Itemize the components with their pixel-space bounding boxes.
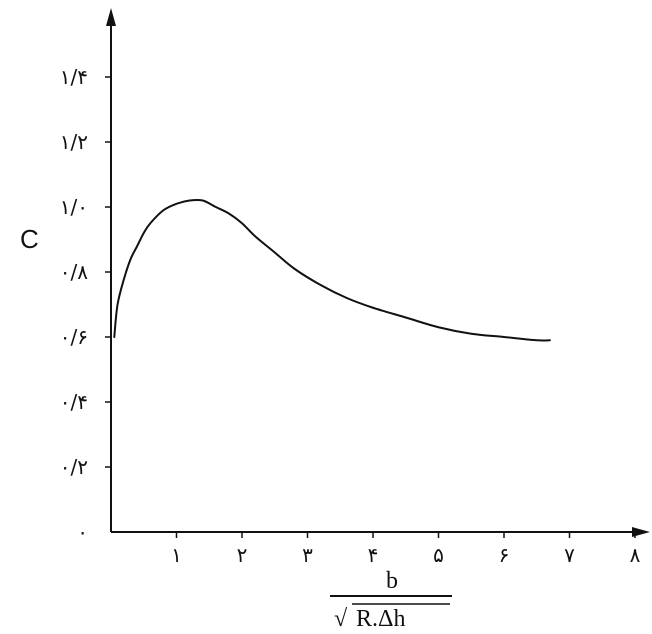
y-axis-arrow — [106, 8, 116, 26]
series-line-0 — [113, 198, 551, 342]
y-axis-label: C — [20, 224, 39, 254]
y-ticks: ۰ ۰/۲ ۰/۴ ۰/۶ ۰/۸ ۱/۰ ۱/۲ ۱/۴ — [60, 65, 111, 544]
x-tick-label-2: ۳ — [302, 543, 313, 567]
y-tick-label-1: ۰/۲ — [60, 455, 88, 479]
y-tick-label-6: ۱/۲ — [60, 130, 88, 154]
axes — [106, 8, 650, 537]
y-tick-label-0: ۰ — [77, 520, 88, 544]
x-label-numerator: b — [386, 568, 398, 594]
x-label-denominator: R.Δh — [356, 606, 405, 632]
x-tick-label-7: ۸ — [630, 543, 641, 567]
y-tick-label-3: ۰/۶ — [60, 325, 88, 349]
x-tick-label-4: ۵ — [433, 543, 444, 567]
y-tick-label-2: ۰/۴ — [60, 390, 88, 414]
y-tick-label-7: ۱/۴ — [60, 65, 88, 89]
series-layer — [113, 198, 551, 342]
y-tick-label-5: ۱/۰ — [60, 195, 88, 219]
x-tick-label-1: ۲ — [237, 543, 248, 567]
y-tick-label-4: ۰/۸ — [60, 260, 88, 284]
x-label-radical: √ — [334, 606, 348, 632]
x-tick-label-6: ۷ — [564, 543, 575, 567]
x-ticks: ۱ ۲ ۳ ۴ ۵ ۶ ۷ ۸ — [171, 532, 641, 567]
x-tick-label-5: ۶ — [499, 543, 510, 567]
x-tick-label-0: ۱ — [171, 543, 182, 567]
x-tick-label-3: ۴ — [368, 543, 379, 567]
x-axis-label: b √ R.Δh — [330, 568, 452, 632]
x-axis-arrow — [632, 527, 650, 537]
